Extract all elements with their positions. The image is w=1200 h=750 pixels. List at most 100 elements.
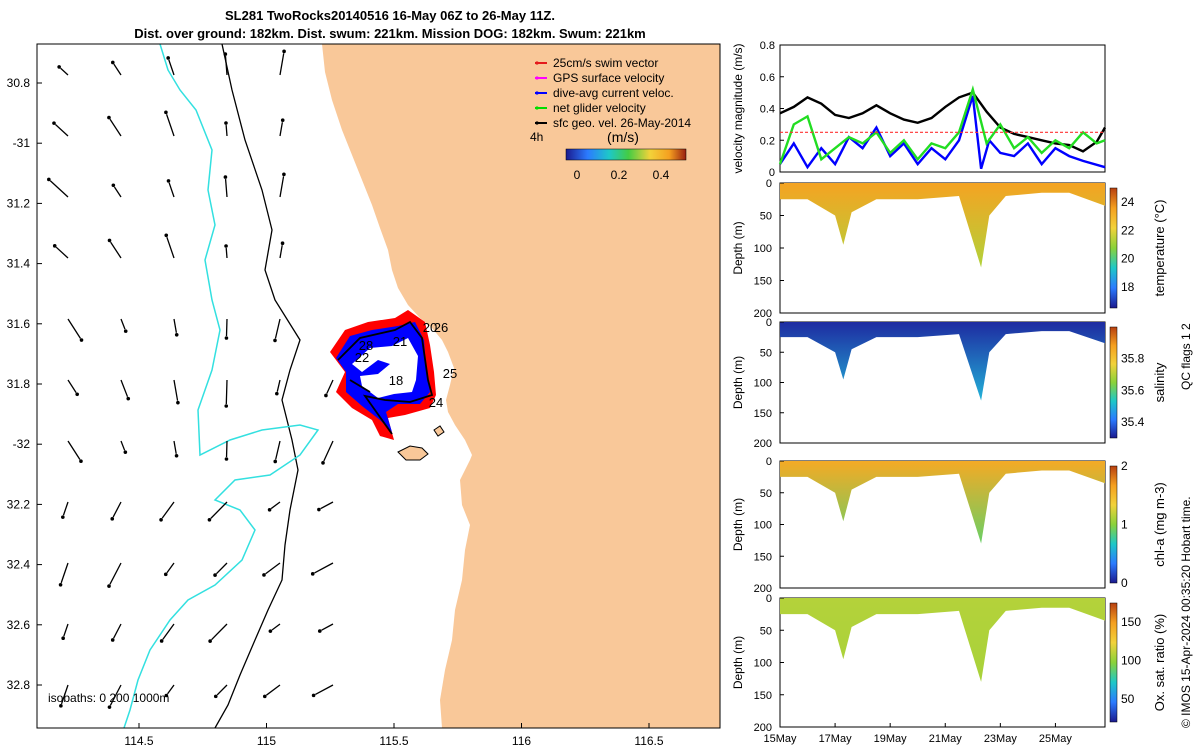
- profile-colorbar: [1109, 602, 1118, 723]
- velocity-arrow: [276, 379, 281, 392]
- velocity-arrow: [173, 440, 177, 454]
- velocity-arrowhead: [59, 704, 63, 708]
- velocity-arrowhead: [166, 179, 171, 183]
- velocity-arrowhead: [47, 177, 51, 182]
- velocity-arrowhead: [110, 60, 115, 65]
- velocity-arrow: [63, 623, 69, 637]
- velocity-arrow: [211, 623, 228, 641]
- lat-axis: 30.8 -31 31.2 31.4 31.6 31.8 -32 32.2 32.4 32.6 32…: [7, 76, 42, 692]
- velocity-arrowhead: [224, 244, 228, 248]
- velocity-arrow: [321, 623, 334, 631]
- speed-colorbar-tick: 0: [574, 168, 581, 182]
- velocity-arrow: [225, 247, 228, 259]
- velocity-arrow: [62, 501, 69, 516]
- velocity-arrow: [113, 623, 122, 639]
- speed-colorbar-ticks: 0 0.2 0.4: [574, 168, 670, 182]
- velocity-arrowhead: [110, 517, 115, 521]
- velocity-arrowhead: [164, 693, 169, 698]
- lon-axis: 114.5 115 115.5 116 116.5: [124, 723, 664, 748]
- velocity-arrowhead: [317, 629, 322, 633]
- profile-axes: [779, 597, 1106, 728]
- legend-label: dive-avg current veloc.: [553, 86, 674, 100]
- velocity-arrowhead: [262, 573, 266, 577]
- velocity-arrow: [165, 114, 175, 137]
- velocity-arrowhead: [273, 338, 277, 343]
- time-axis: 15May 17May 19May 21May 23May 25May: [763, 723, 1072, 745]
- profile-colorbar-label: Ox. sat. ratio (%): [1152, 614, 1167, 712]
- velocity-series-line: [779, 91, 1107, 153]
- velocity-arrowhead: [280, 118, 285, 123]
- velocity-arrow: [60, 684, 69, 705]
- velocity-arrow: [166, 562, 175, 574]
- velocity-ytick-label: 0.6: [760, 72, 775, 84]
- land-area: [322, 44, 720, 728]
- velocity-arrowhead: [126, 396, 131, 401]
- lat-tick-label: 32.8: [7, 678, 31, 692]
- profile-section: [780, 183, 1105, 268]
- legend-swatch-head: [535, 91, 539, 95]
- glider-track: [330, 310, 436, 440]
- profile-axes: [779, 321, 1106, 444]
- profile-colorbar-tick: 35.4: [1121, 415, 1145, 429]
- isobaths-label: isobaths: 0 200 1000m: [48, 691, 169, 705]
- velocity-arrow: [326, 379, 334, 394]
- lon-tick-label: 115.5: [379, 734, 408, 748]
- speed-colorbar-tick: 0.2: [611, 168, 628, 182]
- velocity-arrowhead: [79, 459, 83, 463]
- lat-tick-label: 31.2: [7, 196, 31, 210]
- speed-colorbar-tick: 0.4: [653, 168, 670, 182]
- velocity-arrowhead: [213, 573, 217, 577]
- velocity-arrowhead: [174, 332, 179, 337]
- velocity-arrowhead: [123, 329, 128, 333]
- velocity-arrow: [109, 684, 122, 706]
- legend-swatch-head: [535, 61, 539, 65]
- speed-colorbar: [565, 148, 687, 161]
- profile-colorbar-tick: 1: [1121, 518, 1128, 532]
- profile-colorbar-tick: 150: [1121, 615, 1141, 629]
- velocity-arrow: [120, 318, 126, 330]
- velocity-arrow: [271, 623, 281, 631]
- velocity-arrowhead: [123, 450, 128, 454]
- profile-colorbar-tick: 20: [1121, 252, 1135, 266]
- velocity-arrowhead: [174, 453, 179, 458]
- lat-tick-label: -31: [13, 136, 31, 150]
- island-small: [433, 425, 445, 437]
- velocity-series-line: [779, 95, 1106, 170]
- time-tick-label: 17May: [819, 733, 853, 745]
- depth-tick-label: 50: [760, 211, 772, 223]
- velocity-ytick-label: 0.8: [760, 40, 775, 52]
- velocity-arrowhead: [282, 172, 286, 177]
- velocity-arrow: [113, 186, 122, 198]
- velocity-arrowhead: [52, 121, 56, 125]
- velocity-arrowhead: [262, 694, 267, 699]
- velocity-arrow: [162, 623, 175, 640]
- profile-colorbar: [1109, 187, 1118, 309]
- velocity-arrow: [274, 318, 281, 339]
- velocity-arrowhead: [111, 183, 116, 188]
- profile-section: [780, 598, 1105, 682]
- profile-colorbar-tick: 18: [1121, 280, 1135, 294]
- velocity-arrow: [67, 318, 81, 339]
- velocity-arrowhead: [282, 49, 286, 54]
- velocity-arrow: [265, 562, 281, 575]
- velocity-arrow: [113, 63, 122, 76]
- profile-colorbar-tick: 35.8: [1121, 352, 1145, 366]
- velocity-arrowhead: [224, 457, 229, 461]
- velocity-arrow: [49, 180, 69, 198]
- velocity-ytick-label: 0.4: [760, 104, 775, 116]
- time-tick-label: 19May: [874, 733, 908, 745]
- velocity-arrow: [173, 379, 179, 401]
- profile-section: [780, 461, 1105, 544]
- velocity-arrowhead: [223, 52, 228, 56]
- track-day-label: 28: [359, 338, 373, 353]
- velocity-arrow: [110, 241, 122, 259]
- lon-tick-label: 114.5: [124, 734, 153, 748]
- velocity-arrowhead: [213, 694, 218, 699]
- velocity-arrowhead: [110, 638, 115, 642]
- velocity-arrow: [55, 246, 69, 259]
- profile-colorbar-label: chl-a (mg m-3): [1152, 482, 1167, 567]
